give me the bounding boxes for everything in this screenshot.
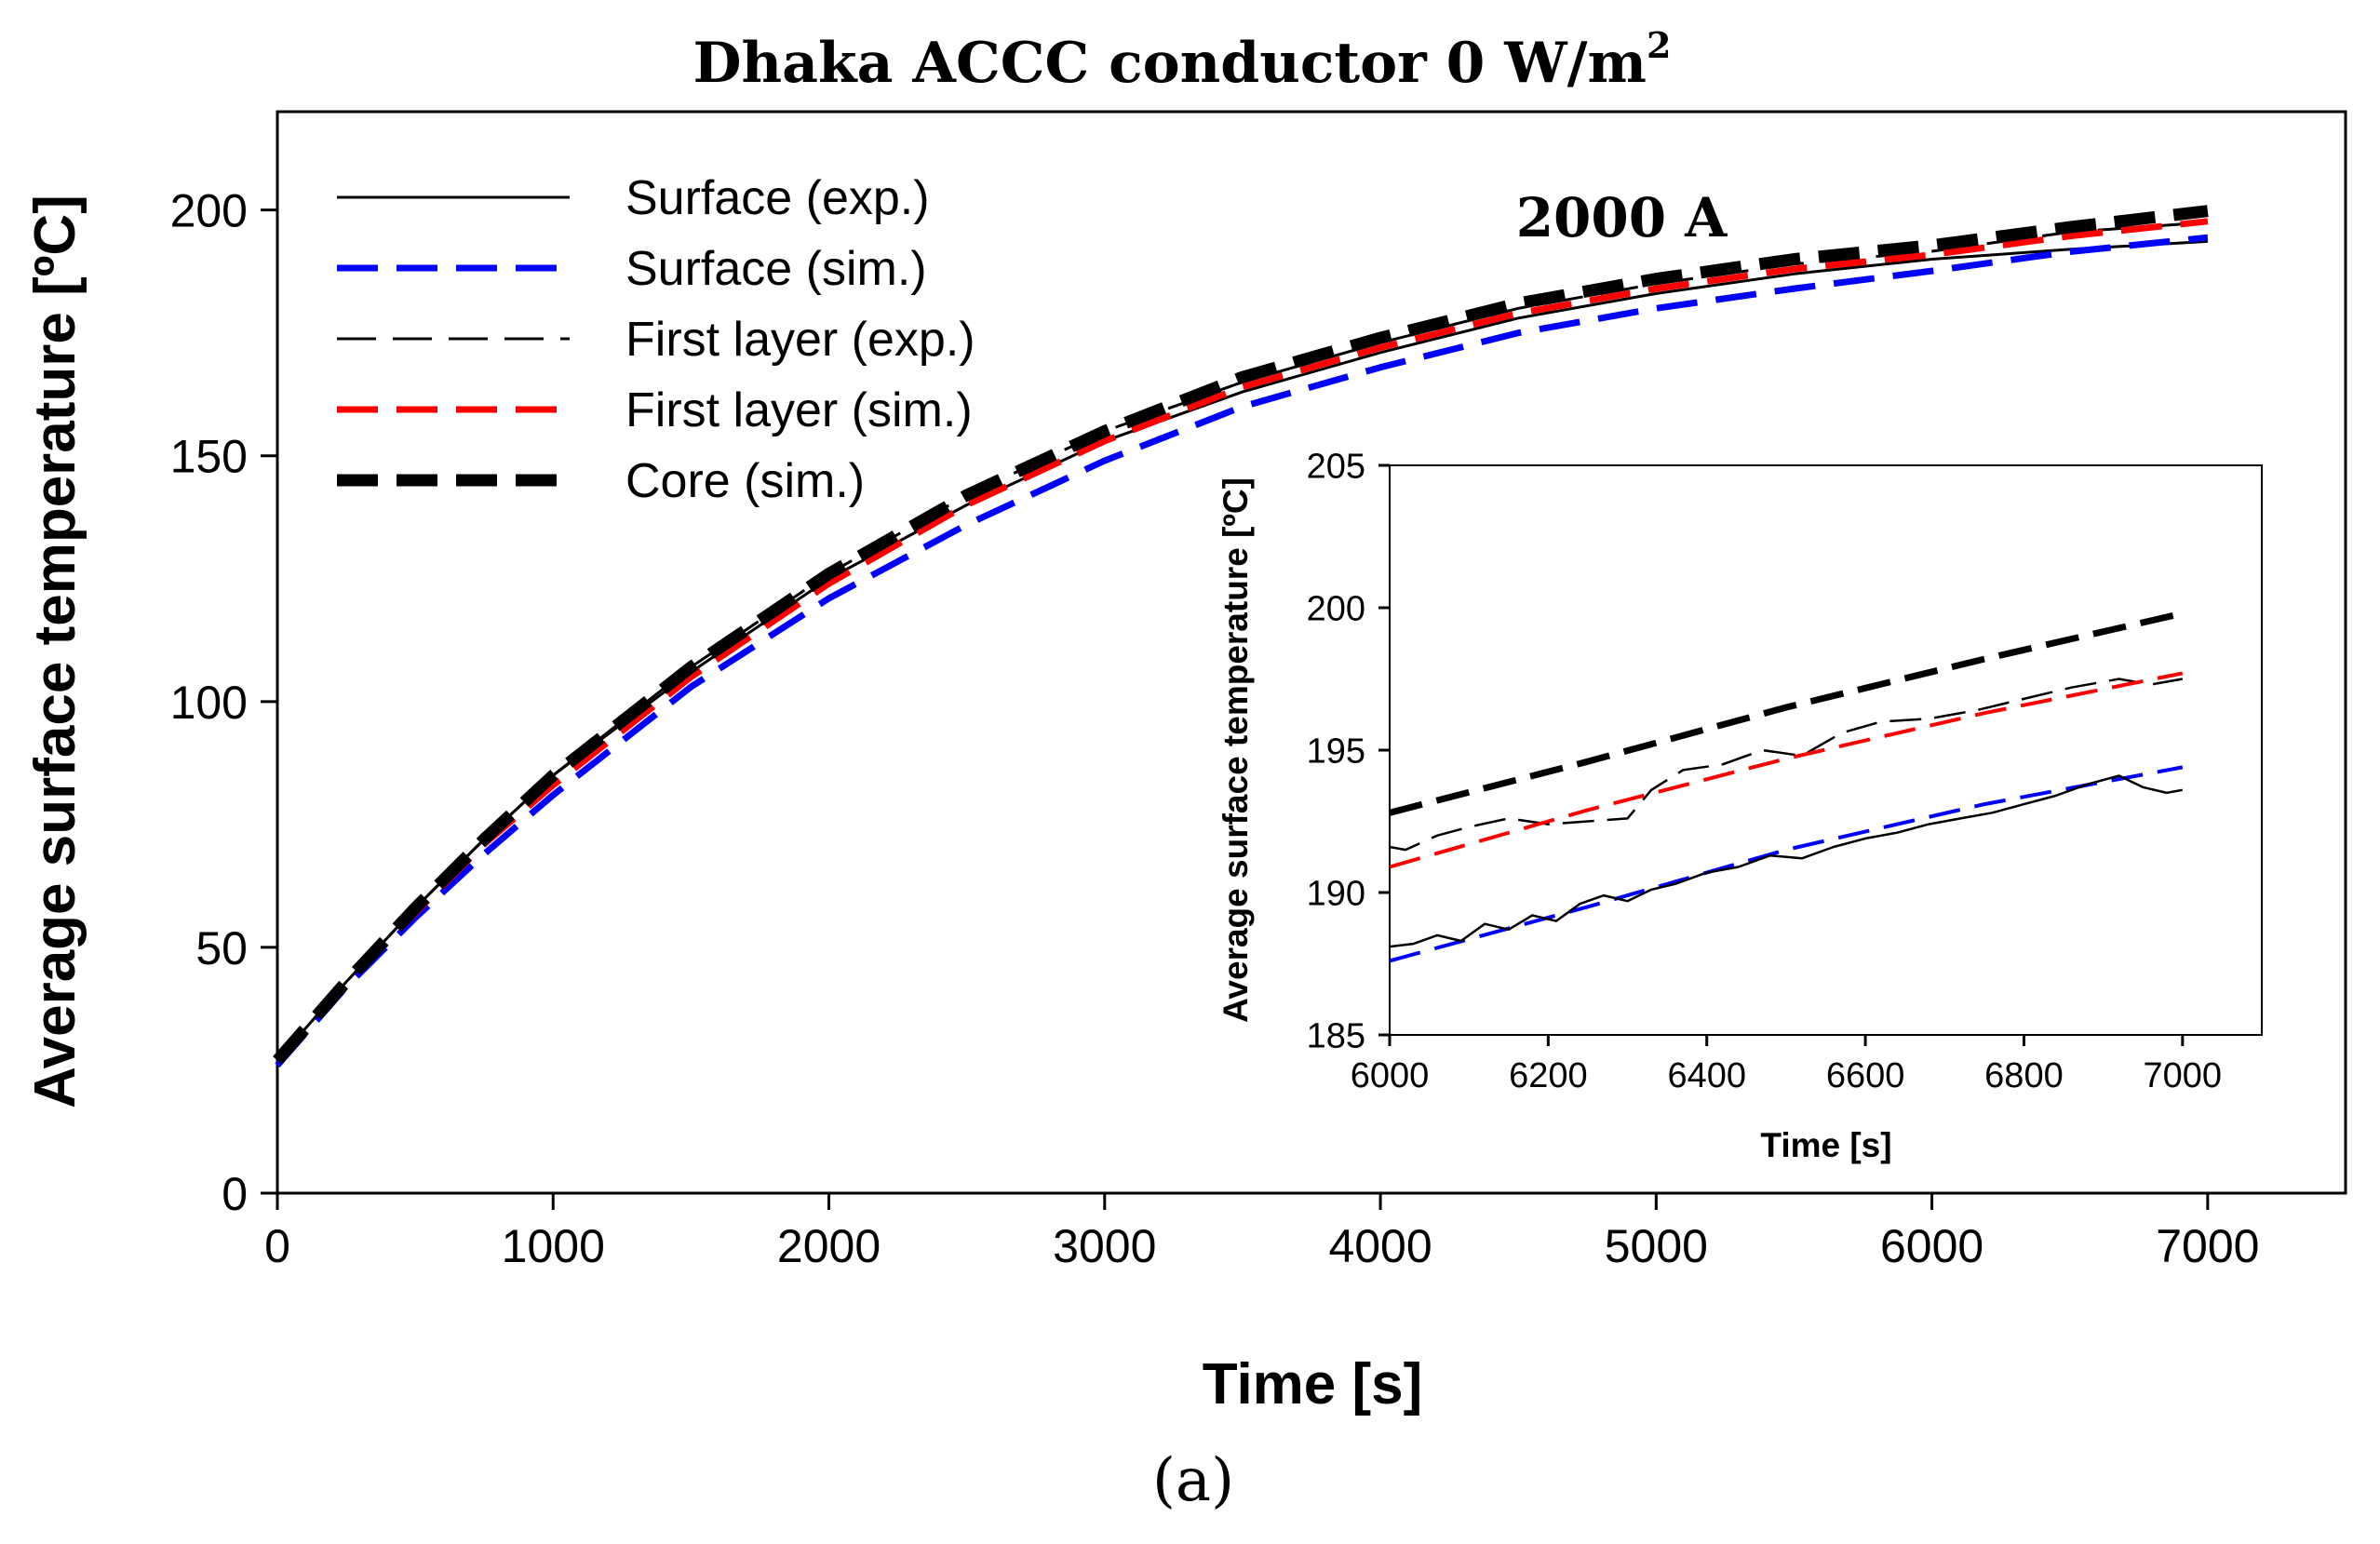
legend: Surface (exp.) Surface (sim.) First layer …: [337, 171, 975, 508]
inset-series-surface-sim: [1389, 765, 2184, 963]
legend-label-first-layer-sim: First layer (sim.): [625, 383, 973, 437]
legend-label-surface-exp: Surface (exp.): [625, 171, 930, 225]
inset-x-tick-label-6000: 6000: [1351, 1056, 1430, 1095]
chart-title: Dhaka ACCC conductor 0 W/m2: [693, 24, 1672, 96]
inset-y-tick-label-190: 190: [1307, 875, 1365, 914]
main-x-tick-label-0: 0: [264, 1220, 290, 1272]
inset-axis-ticks: 6000 6200 6400 6600 6800 7000 185 190 195 200 205: [1307, 448, 2222, 1095]
inset-y-tick-label-185: 185: [1307, 1017, 1365, 1056]
main-series-group: [273, 205, 2209, 1068]
main-axis-ticks: 0 1000 2000 3000 4000 5000 6000 7000 0 50 100 150 20…: [170, 185, 2260, 1272]
inset-x-tick-label-6200: 6200: [1509, 1056, 1588, 1095]
main-y-tick-label-0: 0: [222, 1168, 248, 1220]
inset-x-tick-label-7000: 7000: [2144, 1056, 2223, 1095]
inset-x-axis-label: Time [s]: [1760, 1126, 1891, 1164]
main-y-tick-label-100: 100: [170, 677, 248, 729]
inset-series-core-sim: [1389, 610, 2184, 816]
main-x-tick-label-1000: 1000: [502, 1220, 605, 1272]
inset-y-axis-label: Average surface temperature [ºC]: [1217, 477, 1255, 1023]
main-series-core-sim: [273, 205, 2209, 1065]
inset-x-tick-label-6800: 6800: [1984, 1056, 2064, 1095]
inset-background: [1390, 465, 2262, 1035]
main-x-tick-label-3000: 3000: [1053, 1220, 1156, 1272]
inset-x-tick-label-6600: 6600: [1826, 1056, 1905, 1095]
inset-y-tick-label-205: 205: [1307, 448, 1365, 487]
chart-title-superscript: 2: [1647, 24, 1671, 66]
inset-y-tick-label-195: 195: [1307, 732, 1365, 772]
main-x-tick-label-5000: 5000: [1605, 1220, 1708, 1272]
inset-y-tick-label-200: 200: [1307, 590, 1365, 629]
main-x-tick-label-2000: 2000: [777, 1220, 881, 1272]
main-y-tick-label-50: 50: [195, 922, 248, 974]
legend-label-surface-sim: Surface (sim.): [625, 242, 927, 296]
main-y-tick-label-150: 150: [170, 431, 248, 483]
main-x-axis-label: Time [s]: [1203, 1352, 1423, 1416]
legend-label-first-layer-exp: First layer (exp.): [625, 313, 975, 367]
main-y-axis-label: Average surface temperature [ºC]: [23, 195, 87, 1108]
current-annotation: 2000 A: [1516, 186, 1728, 249]
inset-series-first-layer-exp: [1389, 678, 2184, 852]
inset-series-group: [1389, 610, 2184, 963]
main-series-surface-sim: [275, 234, 2209, 1068]
inset-series-first-layer-sim: [1389, 671, 2184, 869]
inset-series-surface-exp: [1389, 774, 2184, 948]
main-x-tick-label-6000: 6000: [1880, 1220, 1983, 1272]
main-x-tick-label-4000: 4000: [1328, 1220, 1432, 1272]
chart-title-main: Dhaka ACCC conductor 0 W/m: [693, 31, 1647, 96]
main-plot-frame: [276, 110, 2347, 1195]
inset-x-tick-label-6400: 6400: [1667, 1056, 1746, 1095]
main-y-tick-label-200: 200: [170, 185, 248, 237]
legend-label-core-sim: Core (sim.): [625, 454, 865, 508]
figure-caption: (a): [1152, 1446, 1234, 1515]
main-x-tick-label-7000: 7000: [2156, 1220, 2259, 1272]
